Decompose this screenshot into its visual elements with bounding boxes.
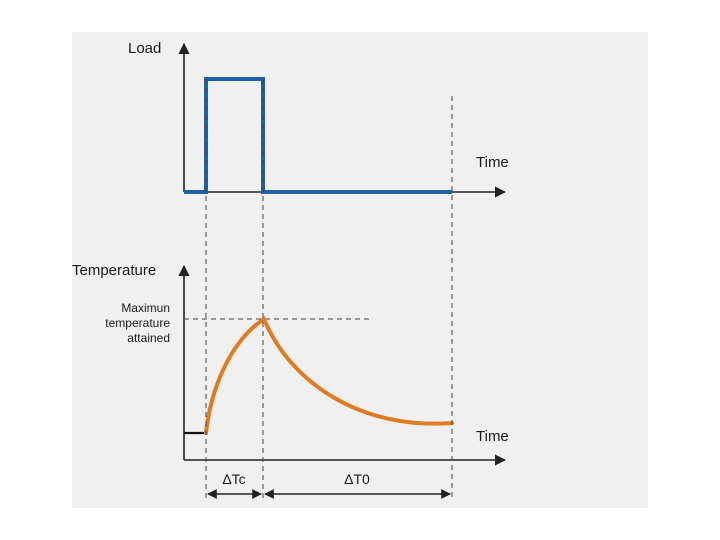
temperature-curve [204,316,454,435]
max-temperature-label-line-1: Maximun [121,301,170,315]
load-pulse [184,77,452,194]
heating-interval-label: ΔTc [222,471,245,487]
cooling-interval-label: ΔT0 [344,471,370,487]
max-temperature-label-line-2: temperature [105,316,170,330]
diagram-panel [72,32,648,508]
temperature-y-axis-label: Temperature [72,262,156,279]
max-temperature-label-line-3: attained [127,331,170,345]
temperature-x-axis-label: Time [476,428,509,445]
load-x-axis-label: Time [476,154,509,171]
load-y-axis-label: Load [128,40,161,57]
